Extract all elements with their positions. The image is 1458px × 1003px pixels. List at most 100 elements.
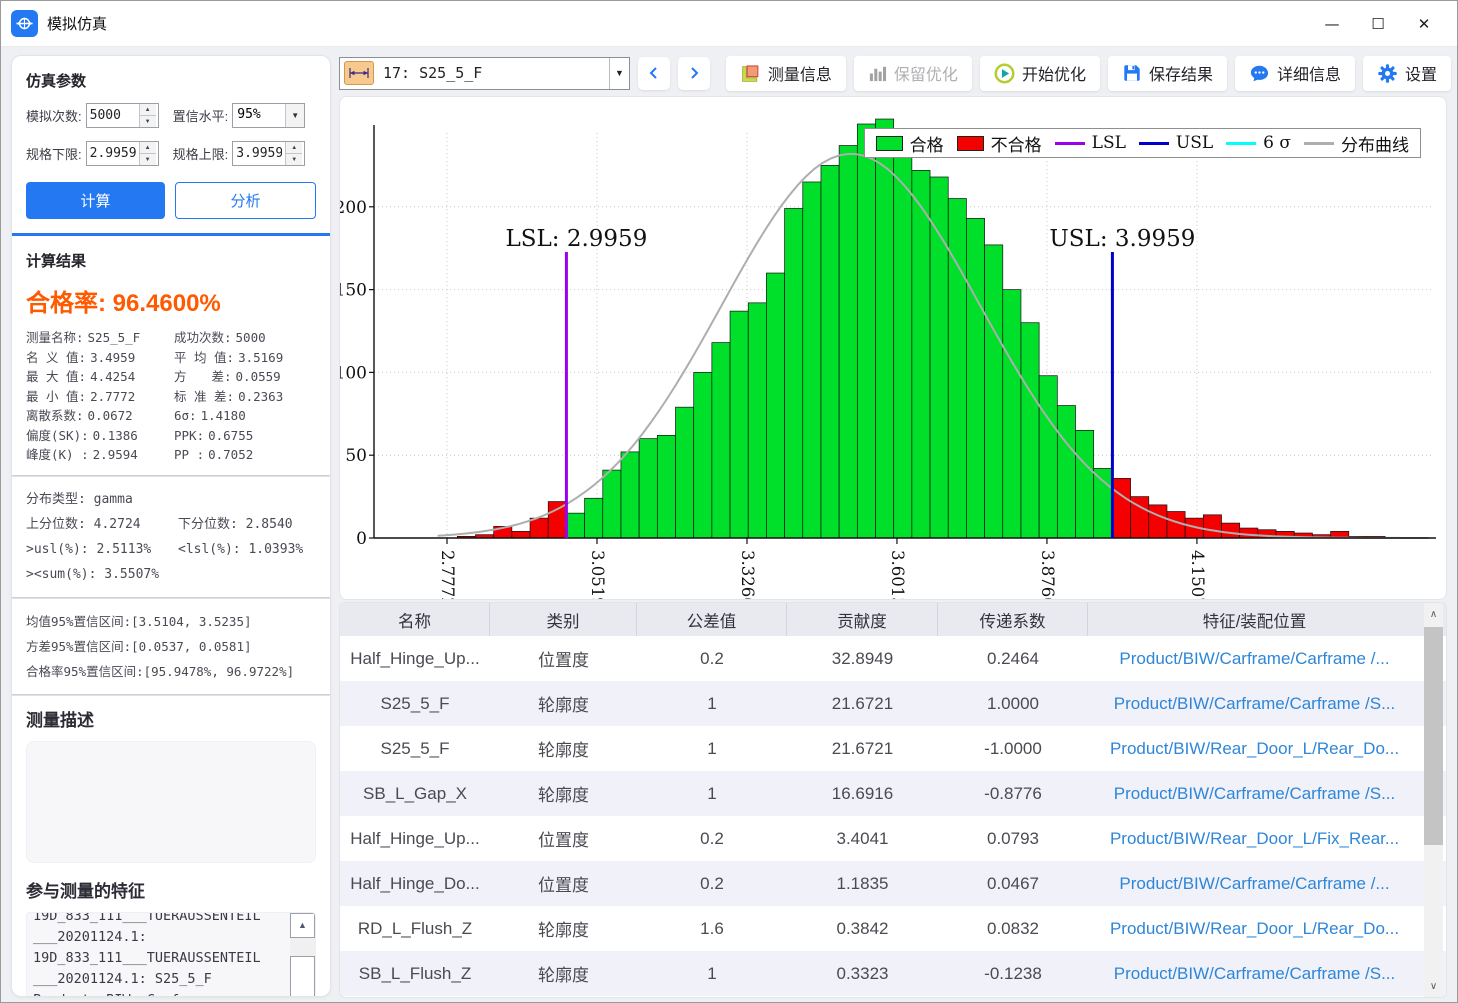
feature-link[interactable]: Product/BIW/Carframe/Carframe /...	[1088, 636, 1421, 681]
stat-key: 平 均 值:	[174, 350, 234, 365]
maximize-button[interactable]: ☐	[1355, 7, 1401, 41]
lower-spec-input[interactable]: ▲▼	[86, 141, 159, 166]
table-cell: 3.4041	[787, 816, 938, 861]
table-row[interactable]: Half_Hinge_Do...位置度0.21.18350.0467Produc…	[340, 861, 1446, 906]
legend-label: 不合格	[991, 131, 1042, 156]
measurement-select-value: 17: S25_5_F	[374, 64, 609, 82]
table-scrollbar[interactable]: ∧ ∨	[1424, 603, 1443, 997]
table-row[interactable]: SB_L_Gap_X轮廓度116.6916-0.8776Product/BIW/…	[340, 771, 1446, 816]
settings-button[interactable]: 设置	[1363, 56, 1451, 91]
table-row[interactable]: RD_L_Flush_Z轮廓度1.60.38420.0832Product/BI…	[340, 906, 1446, 951]
table-cell: 0.2	[637, 861, 787, 906]
blue-separator	[12, 233, 330, 236]
features-scrollbar[interactable]: ▲ ▼	[290, 913, 315, 998]
table-row[interactable]: SB_L_Flush_Z轮廓度10.3323-0.1238Product/BIW…	[340, 951, 1446, 996]
dropdown-arrow-icon[interactable]: ▼	[609, 58, 629, 89]
lsl-label: LSL: 2.9959	[505, 226, 647, 252]
stat-value: 4.4254	[90, 369, 135, 384]
lower-spec-label: 规格下限:	[26, 144, 82, 163]
analyze-button[interactable]: 分析	[175, 182, 316, 219]
minimize-button[interactable]: —	[1309, 7, 1355, 41]
scrollbar-track[interactable]	[290, 938, 315, 998]
chevron-left-icon	[651, 68, 656, 78]
spinner-arrows-icon[interactable]: ▲▼	[285, 142, 302, 165]
table-cell: 16.6916	[787, 771, 938, 816]
distribution-value: gamma	[94, 492, 133, 507]
svg-text:4.1507: 4.1507	[1188, 550, 1207, 599]
scrollbar-track[interactable]	[1424, 625, 1443, 975]
table-cell: -1.0000	[938, 726, 1088, 771]
next-measurement-button[interactable]	[678, 57, 710, 90]
spinner-arrows-icon[interactable]: ▲▼	[139, 142, 156, 165]
legend-line-icon	[1139, 142, 1169, 145]
dropdown-arrow-icon[interactable]: ▼	[285, 104, 304, 127]
keep-optimization-button[interactable]: 保留优化	[854, 56, 972, 91]
table-cell: 1.0000	[938, 681, 1088, 726]
table-row[interactable]: S25_5_F轮廓度121.67211.0000Product/BIW/Carf…	[340, 681, 1446, 726]
table-cell: S25_5_F	[340, 726, 490, 771]
table-cell: 位置度	[490, 816, 637, 861]
table-cell: 0.2	[637, 636, 787, 681]
feature-link[interactable]: Product/BIW/Rear_Door_L/Fix_Rear...	[1088, 816, 1421, 861]
confidence-intervals: 均值95%置信区间:[3.5104, 3.5235]方差95%置信区间:[0.0…	[26, 609, 316, 684]
feature-link[interactable]: Product/BIW/Carframe/Carframe /S...	[1088, 951, 1421, 996]
legend-item: 不合格	[957, 131, 1042, 156]
save-results-button[interactable]: 保存结果	[1108, 56, 1227, 91]
prev-measurement-button[interactable]	[638, 57, 670, 90]
upper-spec-input[interactable]: ▲▼	[232, 141, 305, 166]
measurement-info-button[interactable]: 测量信息	[726, 56, 846, 91]
close-button[interactable]: ✕	[1401, 7, 1447, 41]
feature-link[interactable]: Product/BIW/Rear_Door_L/Rear_Do...	[1088, 726, 1421, 771]
table-row[interactable]: S25_5_F轮廓度121.6721-1.0000Product/BIW/Rea…	[340, 726, 1446, 771]
table-row[interactable]: Half_Hinge_Up...位置度0.23.40410.0793Produc…	[340, 816, 1446, 861]
calculate-button[interactable]: 计算	[26, 182, 165, 219]
legend-swatch-icon	[876, 136, 903, 151]
svg-text:200: 200	[340, 198, 367, 218]
table-header: 名称类别公差值贡献度传递系数特征/装配位置	[340, 603, 1446, 636]
features-listbox[interactable]: 19D_833_111___TUERAUSSENTEIL ___20201124…	[26, 912, 316, 998]
app-icon	[11, 10, 38, 37]
scrollbar-thumb[interactable]	[290, 956, 315, 998]
measurement-select[interactable]: 17: S25_5_F ▼	[339, 57, 630, 90]
start-optimization-button[interactable]: 开始优化	[980, 56, 1100, 91]
table-row[interactable]: Half_Hinge_Up...位置度0.232.89490.2464Produ…	[340, 636, 1446, 681]
table-cell: 1.1835	[787, 861, 938, 906]
feature-link[interactable]: Product/BIW/Rear_Door_L/Rear_Do...	[1088, 906, 1421, 951]
table-cell: SB_L_Flush_Z	[340, 951, 490, 996]
legend-item: 分布曲线	[1304, 131, 1409, 156]
feature-link[interactable]: Product/BIW/Carframe/Carframe /S...	[1088, 681, 1421, 726]
chat-bubble-icon	[1249, 63, 1270, 84]
upper-spec-field: 规格上限: ▲▼	[173, 141, 306, 166]
table-cell: 0.3323	[787, 951, 938, 996]
measurement-description-box[interactable]	[26, 741, 316, 863]
measurement-info-icon	[740, 63, 761, 84]
distribution-info: 分布类型: gamma上分位数: 4.2724下分位数: 2.8540>usl(…	[26, 487, 316, 587]
features-title: 参与测量的特征	[26, 877, 316, 902]
simulation-count-input[interactable]: ▲▼	[86, 103, 159, 128]
table-body: Half_Hinge_Up...位置度0.232.89490.2464Produ…	[340, 636, 1446, 996]
window-controls: — ☐ ✕	[1309, 7, 1447, 41]
legend-swatch-icon	[957, 136, 984, 151]
feature-link[interactable]: Product/BIW/Carframe/Carframe /...	[1088, 861, 1421, 906]
bar-chart-icon	[868, 64, 887, 83]
scroll-up-icon[interactable]: ▲	[290, 913, 315, 938]
chart-legend: 合格不合格LSLUSL6 σ分布曲线	[864, 128, 1421, 158]
svg-text:150: 150	[340, 281, 367, 301]
confidence-level-select[interactable]: 95% ▼	[232, 103, 305, 128]
scrollbar-thumb[interactable]	[1424, 627, 1443, 845]
column-header: 公差值	[637, 603, 787, 636]
legend-label: 分布曲线	[1341, 131, 1409, 156]
column-header: 类别	[490, 603, 637, 636]
table-cell: 位置度	[490, 861, 637, 906]
spinner-arrows-icon[interactable]: ▲▼	[139, 104, 156, 127]
svg-text:3.6013: 3.6013	[888, 550, 907, 599]
column-header: 名称	[340, 603, 490, 636]
svg-text:3.8760: 3.8760	[1038, 550, 1057, 599]
feature-link[interactable]: Product/BIW/Carframe/Carframe /S...	[1088, 771, 1421, 816]
scroll-down-icon[interactable]: ∨	[1424, 975, 1443, 997]
scroll-up-icon[interactable]: ∧	[1424, 603, 1443, 625]
app-window: { "window": { "title": "模拟仿真", "controls…	[0, 0, 1458, 1003]
details-button[interactable]: 详细信息	[1235, 56, 1355, 91]
distribution-key: >usl(%):	[26, 542, 96, 557]
usl-label: USL: 3.9959	[1049, 226, 1195, 252]
